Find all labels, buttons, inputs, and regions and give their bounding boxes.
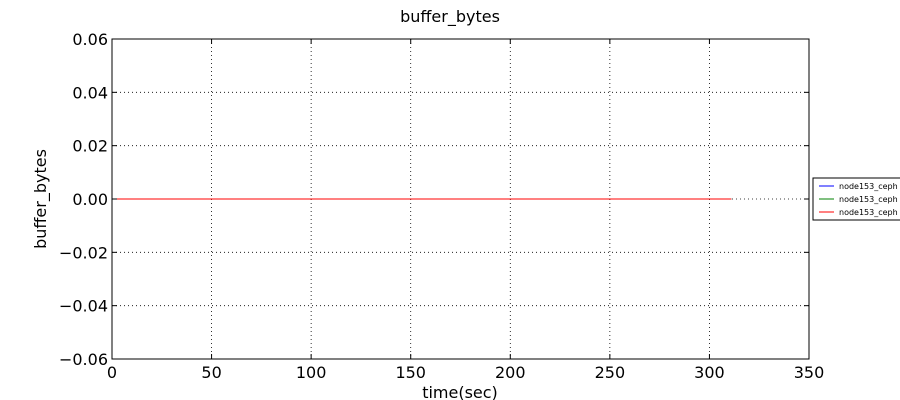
x-tick-label: 200 [495, 363, 526, 382]
legend-label: node153_ceph [839, 195, 898, 204]
x-tick-label: 350 [794, 363, 825, 382]
y-tick-label: −0.04 [59, 297, 108, 316]
y-tick-label: 0.04 [72, 83, 108, 102]
y-tick-label: 0.02 [72, 137, 108, 156]
legend-label: node153_ceph [839, 182, 898, 191]
x-tick-label: 300 [694, 363, 725, 382]
x-axis-label: time(sec) [422, 383, 498, 400]
legend-label: node153_ceph [839, 208, 898, 217]
x-tick-label: 0 [107, 363, 117, 382]
y-tick-label: −0.06 [59, 350, 108, 369]
y-axis-label: buffer_bytes [31, 149, 51, 249]
y-tick-label: 0.00 [72, 190, 108, 209]
x-tick-label: 150 [395, 363, 426, 382]
x-tick-label: 250 [595, 363, 626, 382]
axis-ticks: 0 50 100 150 200 250 300 350 0.06 0.04 0.02 0.00 −0.… [59, 30, 824, 382]
y-tick-label: 0.06 [72, 30, 108, 49]
x-tick-label: 100 [296, 363, 327, 382]
x-tick-label: 50 [201, 363, 221, 382]
y-tick-label: −0.02 [59, 243, 108, 262]
legend: node153_ceph node153_ceph node153_ceph [812, 177, 900, 221]
chart-title: buffer_bytes [400, 7, 500, 27]
